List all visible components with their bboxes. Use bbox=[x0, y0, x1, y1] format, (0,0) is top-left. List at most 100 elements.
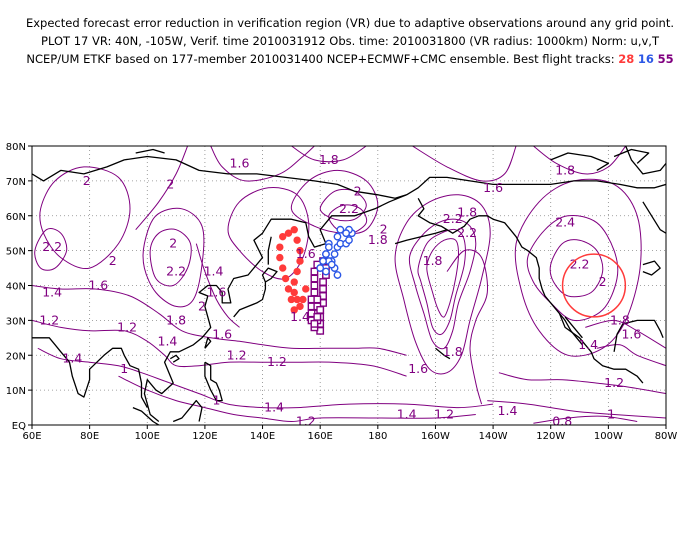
flight-track-red-point bbox=[276, 253, 284, 262]
flight-track-red-point bbox=[293, 267, 301, 276]
contour-line bbox=[118, 375, 476, 423]
coastline bbox=[143, 194, 407, 423]
contour-line bbox=[426, 238, 460, 318]
title-line-3-text: NCEP/UM ETKF based on 177-member 2010031… bbox=[26, 52, 615, 66]
flight-track-red-point bbox=[279, 264, 287, 272]
contour-label: 1.4 bbox=[62, 351, 82, 366]
contour-line bbox=[394, 194, 491, 375]
coastline bbox=[204, 337, 212, 349]
contour-line bbox=[526, 215, 619, 322]
contour-label: 1.6 bbox=[408, 361, 428, 376]
flight-track-blue-point bbox=[330, 250, 339, 259]
flight-track-blue-point bbox=[324, 243, 333, 252]
flight-track-purple-point bbox=[316, 306, 325, 314]
flight-track-blue-point bbox=[336, 225, 345, 234]
contour-label: 1.4 bbox=[42, 284, 62, 299]
contour-label: 1.2 bbox=[117, 319, 137, 334]
x-tick-label: 140W bbox=[479, 431, 508, 442]
contour-label: 1.6 bbox=[88, 278, 108, 293]
contour-line bbox=[34, 228, 68, 271]
x-tick-label: 120E bbox=[192, 431, 217, 442]
title-line-1: Expected forecast error reduction in ver… bbox=[25, 16, 675, 30]
coastline bbox=[135, 148, 165, 154]
coastline bbox=[417, 197, 644, 384]
contour-line bbox=[487, 400, 666, 419]
contour-label: 0.8 bbox=[552, 414, 572, 429]
x-tick-label: 160W bbox=[421, 431, 450, 442]
contour-line bbox=[549, 239, 604, 298]
contour-line bbox=[227, 187, 310, 280]
contour-label: 2.2 bbox=[339, 201, 359, 216]
contour-label: 2 bbox=[380, 222, 388, 237]
flight-track-red-point bbox=[279, 232, 287, 241]
coastline bbox=[435, 347, 451, 360]
coastline bbox=[169, 354, 180, 363]
contour-label: 1.4 bbox=[578, 337, 598, 352]
coastline bbox=[625, 146, 666, 175]
coastline bbox=[613, 319, 664, 352]
contour-label: 1.8 bbox=[555, 162, 575, 177]
contour-label: 2 bbox=[354, 183, 362, 198]
coastline bbox=[558, 312, 583, 346]
coastline bbox=[394, 229, 448, 245]
x-tick-label: 100E bbox=[135, 431, 160, 442]
contour-label: 1 bbox=[607, 407, 615, 422]
contour-label: 1.6 bbox=[296, 246, 316, 261]
contour-line bbox=[195, 243, 240, 328]
contour-line bbox=[319, 188, 367, 222]
contour-label: 1.2 bbox=[267, 354, 287, 369]
flight-track-red-point bbox=[299, 295, 307, 304]
flight-track-blue-point bbox=[319, 257, 327, 265]
flight-track-blue-point bbox=[333, 271, 342, 279]
flight-track-purple-point bbox=[310, 288, 319, 297]
contour-label: 1.4 bbox=[204, 264, 224, 279]
contour-label: 2.2 bbox=[457, 225, 477, 240]
y-tick-label: 50N bbox=[6, 247, 26, 258]
flight-track-blue-point bbox=[342, 229, 351, 238]
flight-track-red-point bbox=[276, 243, 284, 251]
contour-line bbox=[135, 146, 189, 231]
flight-track-red-point bbox=[281, 274, 290, 283]
contour-label: 1.4 bbox=[158, 333, 178, 348]
contour-label: 2.2 bbox=[570, 257, 590, 272]
contour-line bbox=[37, 347, 494, 409]
contour-label: 1.8 bbox=[368, 232, 388, 247]
x-tick-label: 160E bbox=[307, 431, 332, 442]
contour-label: 1.4 bbox=[290, 309, 310, 324]
coastline bbox=[172, 399, 203, 423]
contour-label: 1.8 bbox=[443, 344, 463, 359]
coastline bbox=[642, 201, 666, 234]
coastline bbox=[204, 361, 223, 402]
y-tick-label: 70N bbox=[6, 177, 26, 188]
flight-track-red-point bbox=[296, 257, 304, 265]
coastline bbox=[32, 155, 407, 199]
track-blue-count: 16 bbox=[637, 52, 654, 66]
contour-line bbox=[291, 146, 367, 163]
contour-label: 1.4 bbox=[264, 400, 284, 415]
y-tick-label: 10N bbox=[6, 386, 26, 397]
y-tick-label: 20N bbox=[6, 351, 26, 362]
y-tick-label: 30N bbox=[6, 316, 26, 327]
contour-label: 2 bbox=[109, 253, 117, 268]
contour-label: 1 bbox=[212, 393, 220, 408]
contour-label: 1 bbox=[120, 361, 128, 376]
x-axis: 60E 80E 100E 120E 140E 160E 180 160W 140W 120W 100… bbox=[22, 425, 677, 442]
contour-label: 2 bbox=[166, 176, 174, 191]
title-block: Expected forecast error reduction in ver… bbox=[0, 14, 700, 68]
flight-track-red-point bbox=[296, 246, 304, 255]
coastline bbox=[132, 406, 160, 425]
flight-track-purple-point bbox=[319, 278, 327, 286]
contour-label: 2.2 bbox=[443, 211, 463, 226]
contour-label: 1.6 bbox=[621, 326, 641, 341]
y-tick-label: 80N bbox=[6, 142, 26, 153]
coastline bbox=[233, 267, 278, 318]
flight-track-red-point bbox=[290, 278, 298, 286]
flight-track-red-point bbox=[296, 302, 304, 311]
flight-tracks bbox=[276, 225, 356, 335]
contour-line bbox=[533, 415, 638, 424]
title-line-2: PLOT 17 VR: 40N, -105W, Verif. time 2010… bbox=[41, 34, 659, 48]
contour-label: 1.8 bbox=[423, 253, 443, 268]
y-tick-label: 60N bbox=[6, 212, 26, 223]
flight-track-blue-point bbox=[316, 264, 325, 272]
